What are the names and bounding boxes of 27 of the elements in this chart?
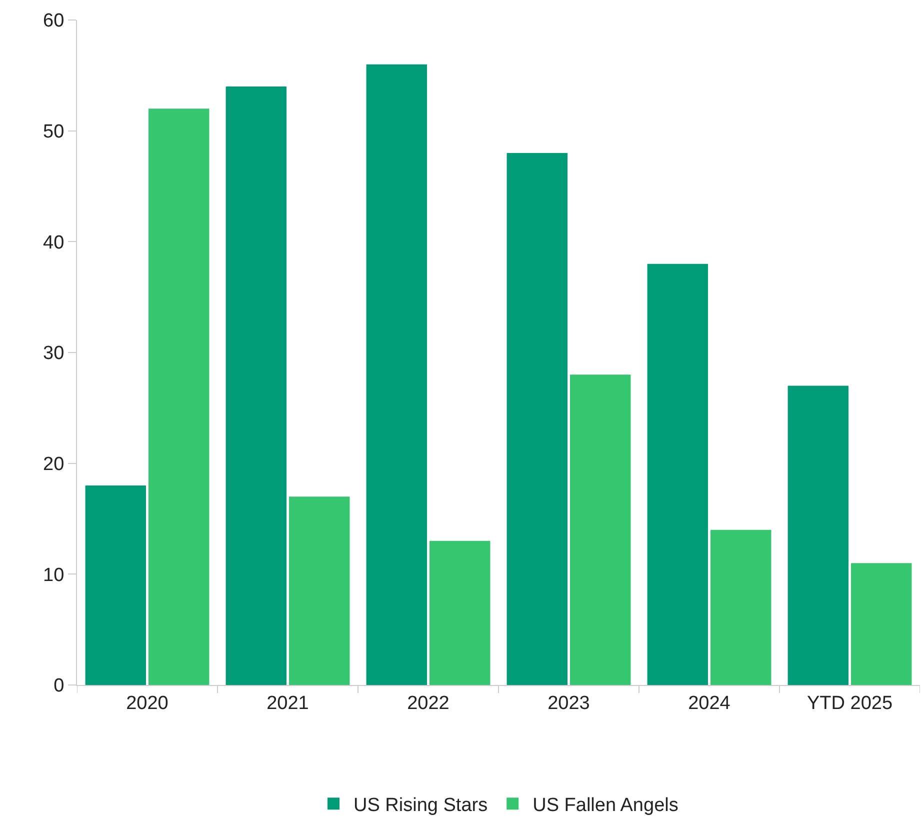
bar: [85, 486, 146, 685]
y-tick-label: 40: [43, 232, 64, 254]
y-tick-label: 20: [43, 454, 64, 475]
legend-label: US Rising Stars: [354, 795, 488, 816]
bar: [788, 386, 848, 685]
bar: [366, 64, 427, 685]
x-tick-label: YTD 2025: [806, 692, 893, 714]
bar: [647, 264, 708, 685]
bar: [710, 530, 772, 685]
y-tick-label: 50: [43, 121, 64, 142]
bar: [851, 563, 912, 685]
y-tick-label: 60: [43, 10, 64, 32]
y-tick-label: 0: [54, 676, 64, 697]
x-tick-label: 2024: [688, 692, 731, 714]
bar: [506, 153, 568, 685]
bar: [570, 374, 631, 685]
bar: [148, 108, 210, 685]
bar: [226, 86, 286, 685]
legend-label: US Fallen Angels: [532, 795, 678, 816]
bar: [430, 540, 490, 685]
x-tick-label: 2020: [126, 692, 168, 714]
bar: [289, 496, 350, 685]
y-tick-label: 30: [43, 343, 64, 364]
y-tick-label: 10: [43, 564, 64, 586]
x-tick-label: 2021: [266, 692, 309, 714]
x-tick-label: 2022: [407, 692, 450, 714]
x-tick-label: 2023: [548, 692, 590, 714]
